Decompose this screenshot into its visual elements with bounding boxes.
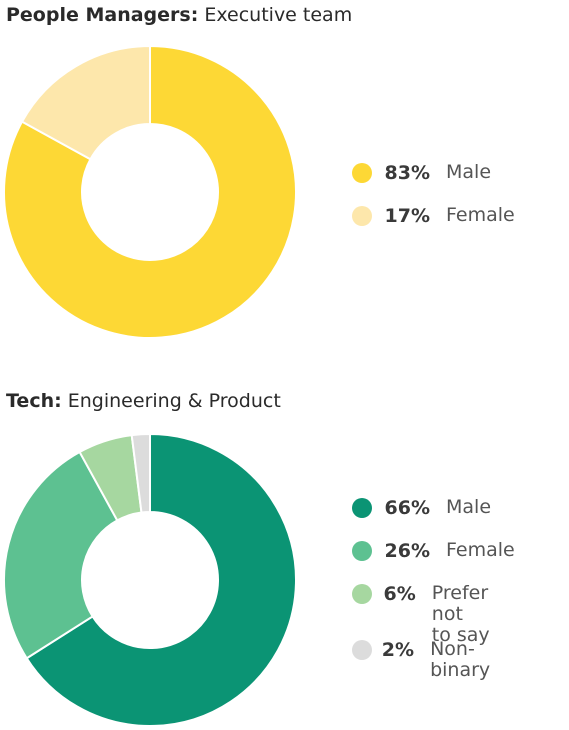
legend-swatch xyxy=(352,206,372,226)
legend-item: 6% Prefer not to say xyxy=(352,581,502,646)
legend-label: Female xyxy=(446,204,515,226)
legend-percent: 2% xyxy=(381,639,415,661)
chart-title-rest: Executive team xyxy=(198,4,353,26)
donut-slice-female xyxy=(20,44,151,161)
legend-swatch xyxy=(352,584,372,604)
legend-label: Male xyxy=(446,161,492,183)
donut-chart-executive xyxy=(3,44,297,339)
legend-label: Non-binary xyxy=(430,638,491,681)
donut-slice-male xyxy=(3,44,297,339)
donut-slice-male xyxy=(25,432,297,727)
chart-title-rest: Engineering & Product xyxy=(61,390,281,412)
legend-item: 17% Female xyxy=(352,203,515,229)
chart-title-bold: Tech: xyxy=(6,390,62,412)
legend-label: Male xyxy=(446,496,492,518)
donut-slice-non-binary xyxy=(130,432,151,514)
donut-chart-tech xyxy=(3,432,297,727)
legend-item: 2% Non-binary xyxy=(352,637,506,681)
legend-percent: 66% xyxy=(384,497,430,519)
legend-swatch xyxy=(352,541,372,561)
legend-swatch xyxy=(352,498,372,518)
legend-item: 66% Male xyxy=(352,495,491,521)
legend-percent: 83% xyxy=(384,162,430,184)
legend-label: Prefer not to say xyxy=(431,582,490,646)
legend-percent: 17% xyxy=(384,205,430,227)
chart-title-tech: Tech: Engineering & Product xyxy=(6,390,281,412)
legend-swatch xyxy=(352,163,372,183)
legend-label: Female xyxy=(446,539,515,561)
chart-title-executive: People Managers: Executive team xyxy=(6,4,352,26)
donut-slice-female xyxy=(3,450,119,660)
chart-title-bold: People Managers: xyxy=(6,4,199,26)
legend-swatch xyxy=(352,640,372,660)
legend-item: 83% Male xyxy=(352,160,491,186)
legend-percent: 6% xyxy=(383,583,416,605)
legend-percent: 26% xyxy=(384,540,430,562)
legend-item: 26% Female xyxy=(352,538,515,564)
